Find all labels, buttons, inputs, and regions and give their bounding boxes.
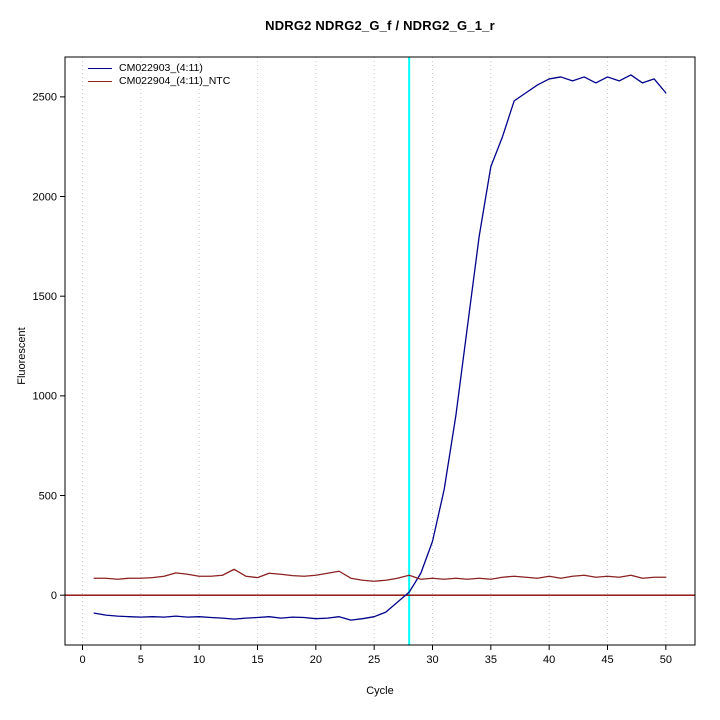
x-tick-label: 50	[660, 654, 672, 666]
x-tick-label: 30	[426, 654, 438, 666]
legend-item-ntc: CM022904_(4:11)_NTC	[88, 75, 230, 88]
x-tick-label: 45	[601, 654, 613, 666]
x-axis-label: Cycle	[366, 685, 394, 697]
x-tick-label: 25	[368, 654, 380, 666]
plot-border	[64, 56, 696, 646]
series-line-0	[93, 74, 667, 621]
x-tick-label: 0	[79, 654, 85, 666]
x-tick-label: 10	[193, 654, 205, 666]
y-tick-label: 500	[39, 490, 57, 502]
x-tick-label: 5	[138, 654, 144, 666]
legend-label-ntc: CM022904_(4:11)_NTC	[119, 75, 231, 87]
y-tick-label: 1500	[33, 291, 57, 303]
chart-legend: CM022903_(4:11) CM022904_(4:11)_NTC	[88, 62, 230, 88]
legend-line-swatch-sample	[88, 68, 112, 69]
x-tick-label: 35	[485, 654, 497, 666]
y-axis-label: Fluorescent	[16, 327, 28, 385]
chart-title: NDRG2 NDRG2_G_f / NDRG2_G_1_r	[265, 18, 495, 33]
legend-item-sample: CM022903_(4:11)	[88, 62, 230, 75]
y-tick-label: 1000	[33, 391, 57, 403]
y-tick-label: 2500	[33, 92, 57, 104]
y-tick-label: 2000	[33, 191, 57, 203]
x-tick-label: 15	[251, 654, 263, 666]
legend-label-sample: CM022903_(4:11)	[119, 62, 203, 74]
x-tick-label: 20	[310, 654, 322, 666]
legend-line-swatch-ntc	[88, 81, 112, 82]
x-tick-label: 40	[543, 654, 555, 666]
y-tick-label: 0	[51, 590, 57, 602]
series-line-1	[93, 568, 667, 582]
